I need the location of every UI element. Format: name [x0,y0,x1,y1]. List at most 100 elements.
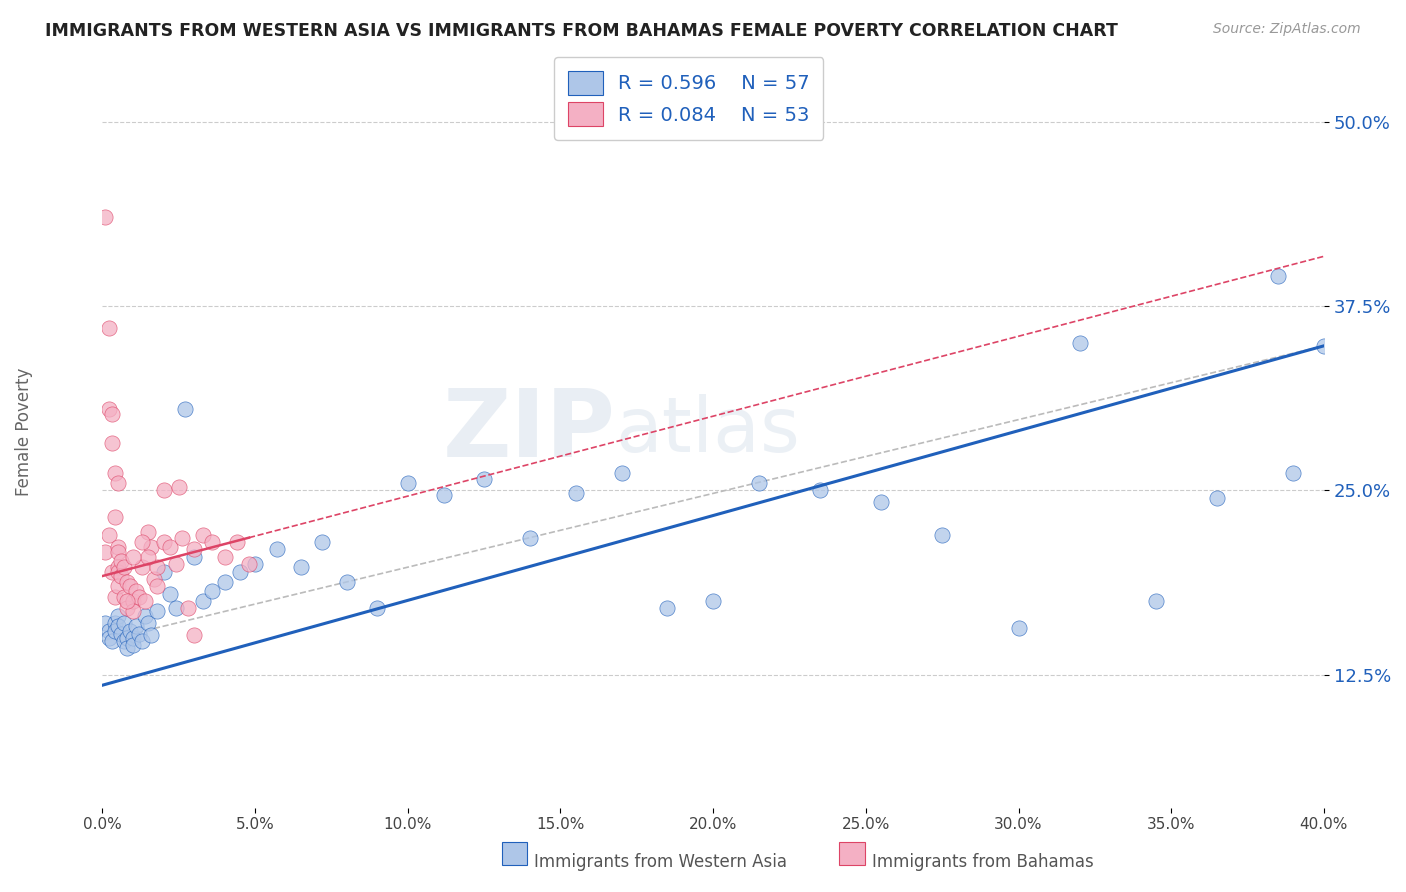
Point [112,590,135,604]
Text: atlas: atlas [616,394,800,468]
Point [136,524,159,539]
Point [128,590,150,604]
Point [201,583,224,598]
Point [808,483,831,498]
Point [238,558,260,572]
Point [243,558,266,572]
Point [152,483,174,498]
Point [1144,594,1167,608]
Point [193,527,215,541]
Point [107,560,129,574]
Point [131,560,153,574]
Point [1267,269,1289,284]
Point [201,535,224,549]
Legend: R = 0.596    N = 57, R = 0.084    N = 53: R = 0.596 N = 57, R = 0.084 N = 53 [554,57,824,140]
Point [110,626,132,640]
Point [225,535,247,549]
Point [167,481,190,495]
Point [433,488,456,502]
Point [146,579,169,593]
Point [107,619,129,633]
Point [657,601,679,615]
Point [183,542,205,557]
Point [115,574,138,589]
Point [94,616,117,631]
Point [112,634,135,648]
Point [183,628,205,642]
Point [146,604,169,618]
Text: Source: ZipAtlas.com: Source: ZipAtlas.com [1213,22,1361,37]
Point [100,436,122,450]
Point [290,560,312,574]
Point [122,549,145,564]
Point [131,634,153,648]
Point [118,579,141,593]
Point [396,476,419,491]
Point [870,495,893,509]
Point [118,624,141,638]
Point [159,587,181,601]
Point [100,565,122,579]
Point [1282,466,1305,480]
Point [214,549,236,564]
Point [565,486,588,500]
Point [104,466,127,480]
Point [1069,335,1091,350]
Point [146,560,169,574]
Point [1007,621,1029,635]
Point [165,601,187,615]
Point [1206,491,1229,505]
Point [122,604,145,618]
Point [931,527,953,541]
Point [104,590,127,604]
Point [141,628,163,642]
Point [159,540,181,554]
Point [115,631,138,645]
Point [266,542,288,557]
Point [152,535,174,549]
Point [134,594,156,608]
Point [97,321,120,335]
Point [336,574,359,589]
Point [141,540,163,554]
Point [107,540,129,554]
Point [97,402,120,417]
Point [143,572,166,586]
Point [229,565,252,579]
Point [100,634,122,648]
Point [177,601,200,615]
Point [183,549,205,564]
Point [165,558,187,572]
Point [97,624,120,638]
Point [519,531,541,545]
Point [131,535,153,549]
Point [214,574,236,589]
Point [366,601,388,615]
Point [610,466,633,480]
Point [125,619,148,633]
Point [112,560,135,574]
FancyBboxPatch shape [839,842,865,865]
Point [122,631,145,645]
Point [311,535,333,549]
FancyBboxPatch shape [502,842,527,865]
Point [1313,339,1336,353]
Point [107,545,129,559]
Point [104,510,127,524]
Point [125,583,148,598]
Point [136,616,159,631]
Point [97,631,120,645]
Text: IMMIGRANTS FROM WESTERN ASIA VS IMMIGRANTS FROM BAHAMAS FEMALE POVERTY CORRELATI: IMMIGRANTS FROM WESTERN ASIA VS IMMIGRAN… [45,22,1118,40]
Point [107,608,129,623]
Point [193,594,215,608]
Point [122,594,145,608]
Point [107,579,129,593]
Point [128,626,150,640]
Point [97,527,120,541]
Point [104,624,127,638]
Point [104,616,127,631]
Y-axis label: Female Poverty: Female Poverty [15,368,32,496]
Point [174,402,197,417]
Point [94,211,117,225]
Point [107,476,129,491]
